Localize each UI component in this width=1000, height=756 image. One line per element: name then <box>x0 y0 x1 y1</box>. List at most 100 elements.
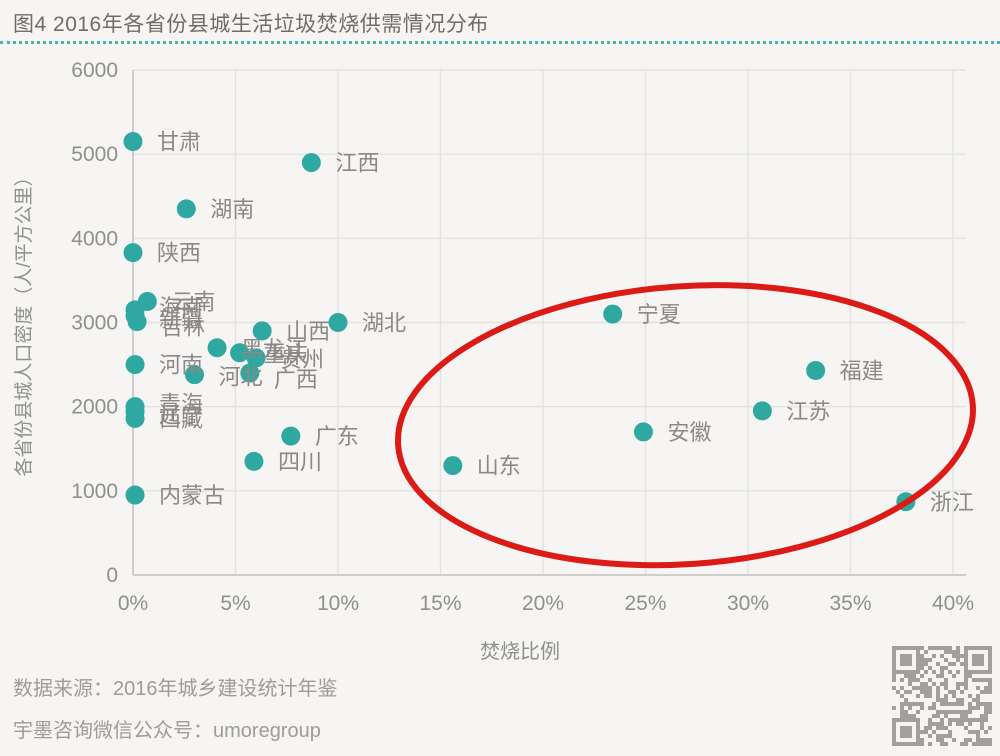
qr-module <box>948 718 952 722</box>
qr-module <box>928 646 932 650</box>
qr-module <box>936 698 940 702</box>
qr-module <box>968 718 972 722</box>
qr-module <box>956 670 960 674</box>
qr-module <box>964 718 968 722</box>
qr-module <box>972 654 984 666</box>
qr-module <box>948 702 952 706</box>
data-point-湖北 <box>328 313 348 332</box>
qr-module <box>988 742 992 746</box>
qr-module <box>960 662 964 666</box>
qr-module <box>920 738 924 742</box>
qr-module <box>924 726 928 730</box>
qr-module <box>960 710 964 714</box>
data-point-湖南 <box>176 199 196 219</box>
qr-module <box>912 674 916 678</box>
x-tick-label: 25% <box>624 592 666 615</box>
data-point-四川 <box>244 451 264 471</box>
qr-module <box>936 710 940 714</box>
qr-module <box>932 714 936 718</box>
x-tick-label: 15% <box>419 592 461 615</box>
data-point-广西 <box>240 363 260 383</box>
data-point-label-宁夏: 宁夏 <box>637 302 681 327</box>
data-point-label-湖北: 湖北 <box>362 311 406 336</box>
qr-module <box>944 702 948 706</box>
qr-module <box>976 702 980 706</box>
data-point-河北 <box>185 365 204 385</box>
x-tick-label: 40% <box>932 592 974 615</box>
qr-module <box>928 734 932 738</box>
qr-module <box>924 690 928 694</box>
data-point-label-青海: 青海 <box>159 392 203 417</box>
qr-module <box>940 718 944 722</box>
data-point-江苏 <box>752 401 772 421</box>
figure-title: 图4 2016年各省份县城生活垃圾焚烧供需情况分布 <box>13 13 489 36</box>
qr-module <box>920 730 924 734</box>
qr-module <box>964 714 968 718</box>
qr-module <box>972 730 976 734</box>
qr-module <box>912 686 916 690</box>
data-point-甘肃 <box>123 132 143 152</box>
qr-module <box>944 650 948 654</box>
data-point-label-新疆: 新疆 <box>159 307 203 332</box>
qr-module <box>920 686 924 690</box>
qr-module <box>988 726 992 730</box>
y-tick-label: 4000 <box>71 227 118 250</box>
wechat-qr-code-icon <box>892 646 992 746</box>
qr-module <box>940 670 944 674</box>
qr-module <box>928 742 932 746</box>
qr-module <box>984 742 988 746</box>
qr-module <box>916 702 920 706</box>
qr-module <box>908 690 912 694</box>
x-axis-title: 焚烧比例 <box>480 640 560 663</box>
qr-module <box>948 722 952 726</box>
data-source-note: 数据来源：2016年城乡建设统计年鉴 <box>13 678 338 700</box>
qr-module <box>924 650 928 654</box>
qr-module <box>944 698 948 702</box>
qr-module <box>908 674 912 678</box>
qr-module <box>936 674 940 678</box>
qr-module <box>976 718 980 722</box>
qr-module <box>936 646 940 650</box>
y-tick-label: 2000 <box>71 396 118 419</box>
qr-module <box>972 742 976 746</box>
qr-module <box>952 690 956 694</box>
qr-module <box>932 730 936 734</box>
qr-module <box>920 690 924 694</box>
qr-module <box>928 686 932 690</box>
qr-module <box>956 650 960 654</box>
qr-module <box>924 662 928 666</box>
qr-module <box>980 726 984 730</box>
qr-module <box>916 678 920 682</box>
data-point-福建 <box>806 360 826 380</box>
qr-module <box>988 690 992 694</box>
data-point-山西 <box>252 321 272 341</box>
qr-module <box>984 706 988 710</box>
x-tick-label: 30% <box>727 592 769 615</box>
qr-module <box>892 674 896 678</box>
qr-module <box>988 706 992 710</box>
qr-module <box>984 738 988 742</box>
qr-module <box>932 722 936 726</box>
qr-module <box>976 742 980 746</box>
qr-module <box>940 710 944 714</box>
y-tick-label: 0 <box>106 564 118 587</box>
qr-module <box>920 674 924 678</box>
qr-module <box>912 702 916 706</box>
qr-module <box>964 674 968 678</box>
data-point-label-西藏: 西藏 <box>159 406 203 431</box>
qr-module <box>924 686 928 690</box>
qr-module <box>988 678 992 682</box>
qr-module <box>988 738 992 742</box>
qr-module <box>960 722 964 726</box>
qr-module <box>892 686 896 690</box>
qr-module <box>920 658 924 662</box>
qr-module <box>964 682 968 686</box>
qr-module <box>944 694 948 698</box>
qr-module <box>940 734 944 738</box>
qr-module <box>932 706 936 710</box>
y-tick-label: 1000 <box>71 480 118 503</box>
qr-module <box>896 690 900 694</box>
qr-module <box>928 690 932 694</box>
qr-module <box>960 698 964 702</box>
x-tick-label: 20% <box>522 592 564 615</box>
